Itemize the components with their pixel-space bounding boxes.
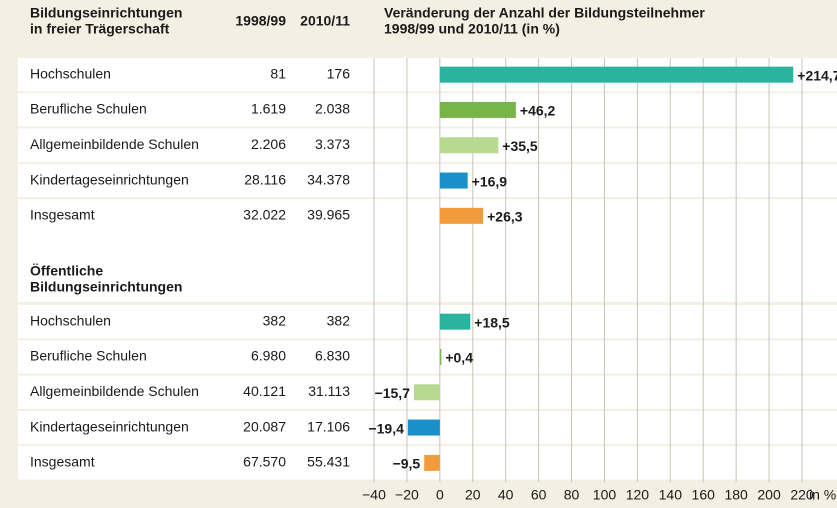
- cell: 382: [327, 312, 351, 328]
- column-header: 1998/99: [235, 13, 286, 29]
- cell: 176: [327, 65, 351, 81]
- x-tick-label: 160: [692, 487, 716, 503]
- x-tick-label: 20: [465, 487, 481, 503]
- bar: [407, 419, 440, 436]
- bar: [439, 66, 794, 83]
- x-tick-label: 40: [498, 487, 514, 503]
- group-title: Öffentliche: [30, 263, 103, 279]
- cell: 81: [270, 65, 286, 81]
- cell: 6.830: [315, 348, 350, 364]
- row-bg: [18, 128, 837, 162]
- bar: [439, 172, 468, 189]
- x-tick-label: −40: [362, 487, 386, 503]
- value-label: −19,4: [368, 420, 404, 436]
- cell: 3.373: [315, 136, 350, 152]
- category-label: Insgesamt: [30, 207, 95, 223]
- category-label: Allgemeinbildende Schulen: [30, 136, 199, 152]
- value-label: +16,9: [472, 173, 508, 189]
- value-label: +214,7: [797, 67, 837, 83]
- category-label: Berufliche Schulen: [30, 348, 147, 364]
- x-tick-label: 60: [531, 487, 547, 503]
- value-label: −9,5: [393, 456, 421, 472]
- cell: 34.378: [307, 171, 350, 187]
- cell: 39.965: [307, 207, 350, 223]
- chart-title: Veränderung der Anzahl der Bildungsteiln…: [384, 5, 705, 21]
- cell: 17.106: [307, 418, 350, 434]
- cell: 55.431: [307, 454, 350, 470]
- x-tick-label: 0: [436, 487, 444, 503]
- row-bg: [18, 93, 837, 127]
- x-tick-label: 220: [790, 487, 814, 503]
- cell: 382: [263, 312, 287, 328]
- category-label: Kindertageseinrichtungen: [30, 418, 189, 434]
- cell: 20.087: [243, 418, 286, 434]
- bar: [414, 384, 440, 401]
- table-header: Bildungseinrichtungen: [30, 5, 182, 21]
- bar: [439, 137, 499, 154]
- bar: [439, 207, 484, 224]
- category-label: Allgemeinbildende Schulen: [30, 383, 199, 399]
- x-tick-label: −20: [395, 487, 419, 503]
- category-label: Hochschulen: [30, 65, 111, 81]
- category-label: Kindertageseinrichtungen: [30, 171, 189, 187]
- value-label: −15,7: [375, 385, 411, 401]
- row-bg: [18, 163, 837, 198]
- value-label: +46,2: [520, 103, 556, 119]
- value-label: +18,5: [474, 314, 510, 330]
- row-bg: [18, 199, 837, 233]
- category-label: Insgesamt: [30, 454, 95, 470]
- cell: 1.619: [251, 101, 286, 117]
- row-bg: [18, 305, 837, 339]
- value-label: +35,5: [502, 138, 538, 154]
- group-title-box: [18, 232, 837, 302]
- cell: 31.113: [308, 383, 350, 399]
- category-label: Hochschulen: [30, 312, 111, 328]
- x-tick-label: 200: [757, 487, 781, 503]
- cell: 32.022: [243, 207, 286, 223]
- row-bg: [18, 340, 837, 374]
- category-label: Berufliche Schulen: [30, 101, 147, 117]
- chart-title: 1998/99 und 2010/11 (in %): [384, 21, 560, 37]
- x-tick-label: 100: [593, 487, 617, 503]
- group-title: Bildungseinrichtungen: [30, 279, 182, 295]
- value-label: +0,4: [445, 350, 473, 366]
- bar: [439, 348, 442, 365]
- cell: 67.570: [243, 454, 286, 470]
- cell: 2.038: [315, 101, 350, 117]
- table-header: in freier Trägerschaft: [30, 21, 170, 37]
- x-tick-label: 140: [659, 487, 683, 503]
- bar: [439, 101, 516, 118]
- bar: [439, 313, 471, 330]
- cell: 28.116: [244, 171, 286, 187]
- x-tick-label: 80: [564, 487, 580, 503]
- cell: 40.121: [243, 383, 286, 399]
- cell: 6.980: [251, 348, 286, 364]
- x-tick-label: 180: [724, 487, 748, 503]
- bar: [424, 454, 440, 471]
- cell: 2.206: [251, 136, 286, 152]
- column-header: 2010/11: [300, 13, 350, 29]
- x-tick-label: 120: [626, 487, 650, 503]
- x-axis-unit: in %: [809, 487, 836, 503]
- value-label: +26,3: [487, 209, 523, 225]
